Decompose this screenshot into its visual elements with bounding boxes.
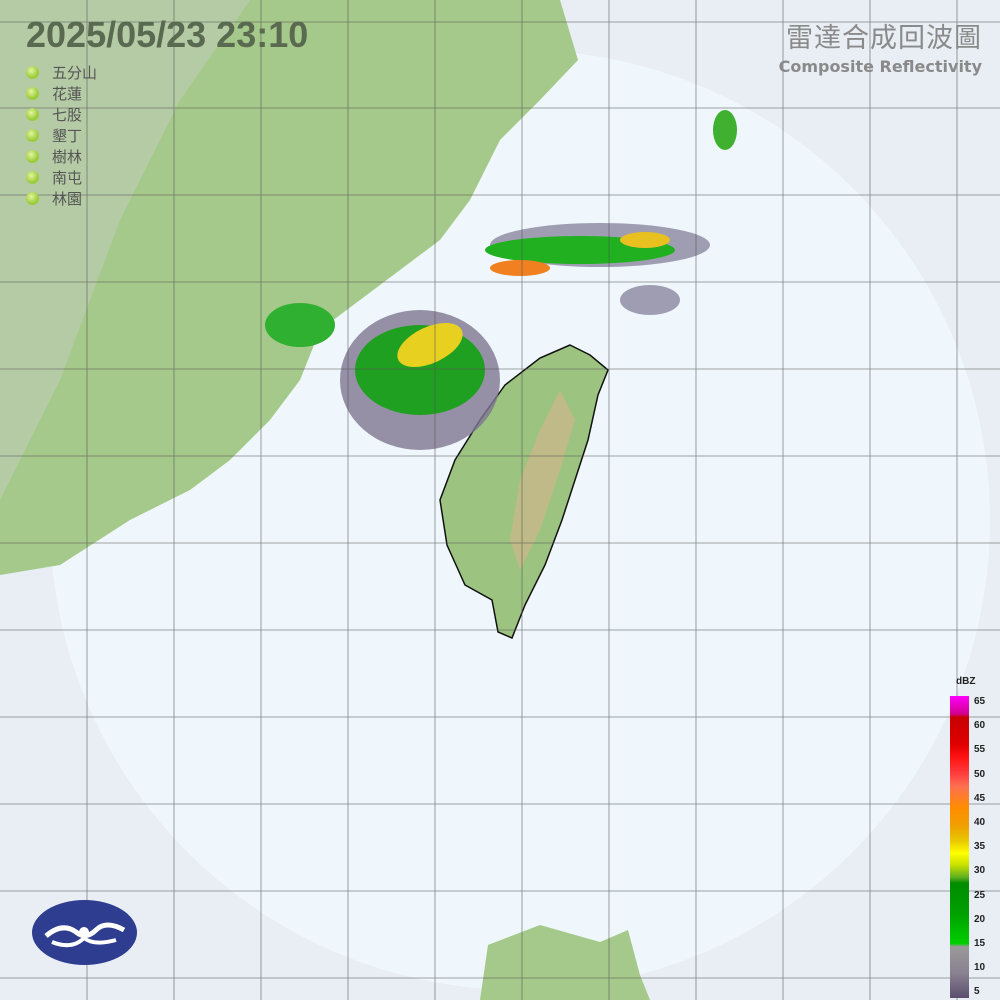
radar-station-list: 五分山 花蓮 七股 墾丁 樹林 南屯 林園	[26, 62, 112, 209]
station-item: 五分山	[26, 62, 112, 83]
legend-tick-label: 60	[974, 720, 986, 732]
legend-tick-label: 65	[974, 696, 986, 707]
cwa-cloud-logo-icon	[44, 922, 126, 948]
taiwan-mountains	[510, 390, 575, 570]
station-status-icon	[26, 171, 39, 184]
legend-tick-label: 50	[974, 768, 986, 780]
product-title-en: Composite Reflectivity	[778, 57, 982, 76]
legend-tick-label: 25	[974, 889, 986, 901]
station-status-icon	[26, 150, 39, 163]
cwa-logo	[32, 900, 137, 965]
legend-tick-label: 20	[974, 913, 986, 925]
station-status-icon	[26, 87, 39, 100]
legend-tick-label: 45	[974, 792, 986, 804]
product-title-zh: 雷達合成回波圖	[786, 23, 982, 54]
station-status-icon	[26, 108, 39, 121]
legend-tick-label: 5	[974, 986, 980, 998]
legend-color-bar	[950, 696, 969, 998]
station-status-icon	[26, 66, 39, 79]
legend-unit: dBZ	[956, 676, 976, 687]
radar-echoes	[265, 110, 737, 450]
product-title: 雷達合成回波圖 Composite Reflectivity	[779, 16, 982, 76]
legend-tick-label: 30	[974, 865, 986, 877]
land-luzon	[480, 925, 650, 1000]
observation-datetime: 2025/05/23 23:10	[26, 14, 309, 55]
station-status-icon	[26, 192, 39, 205]
station-status-icon	[26, 129, 39, 142]
legend-tick-label: 35	[974, 841, 986, 853]
land-china-inland	[0, 0, 250, 500]
station-item: 南屯	[26, 167, 112, 188]
station-item: 花蓮	[26, 83, 112, 104]
legend-tick-label: 55	[974, 744, 986, 756]
station-item: 墾丁	[26, 125, 112, 146]
legend-tick-label: 40	[974, 817, 986, 828]
station-item: 七股	[26, 104, 112, 125]
station-item: 林園	[26, 188, 112, 209]
station-item: 樹林	[26, 146, 112, 167]
legend-tick-label: 10	[974, 962, 986, 974]
legend-tick-label: 15	[974, 938, 986, 949]
